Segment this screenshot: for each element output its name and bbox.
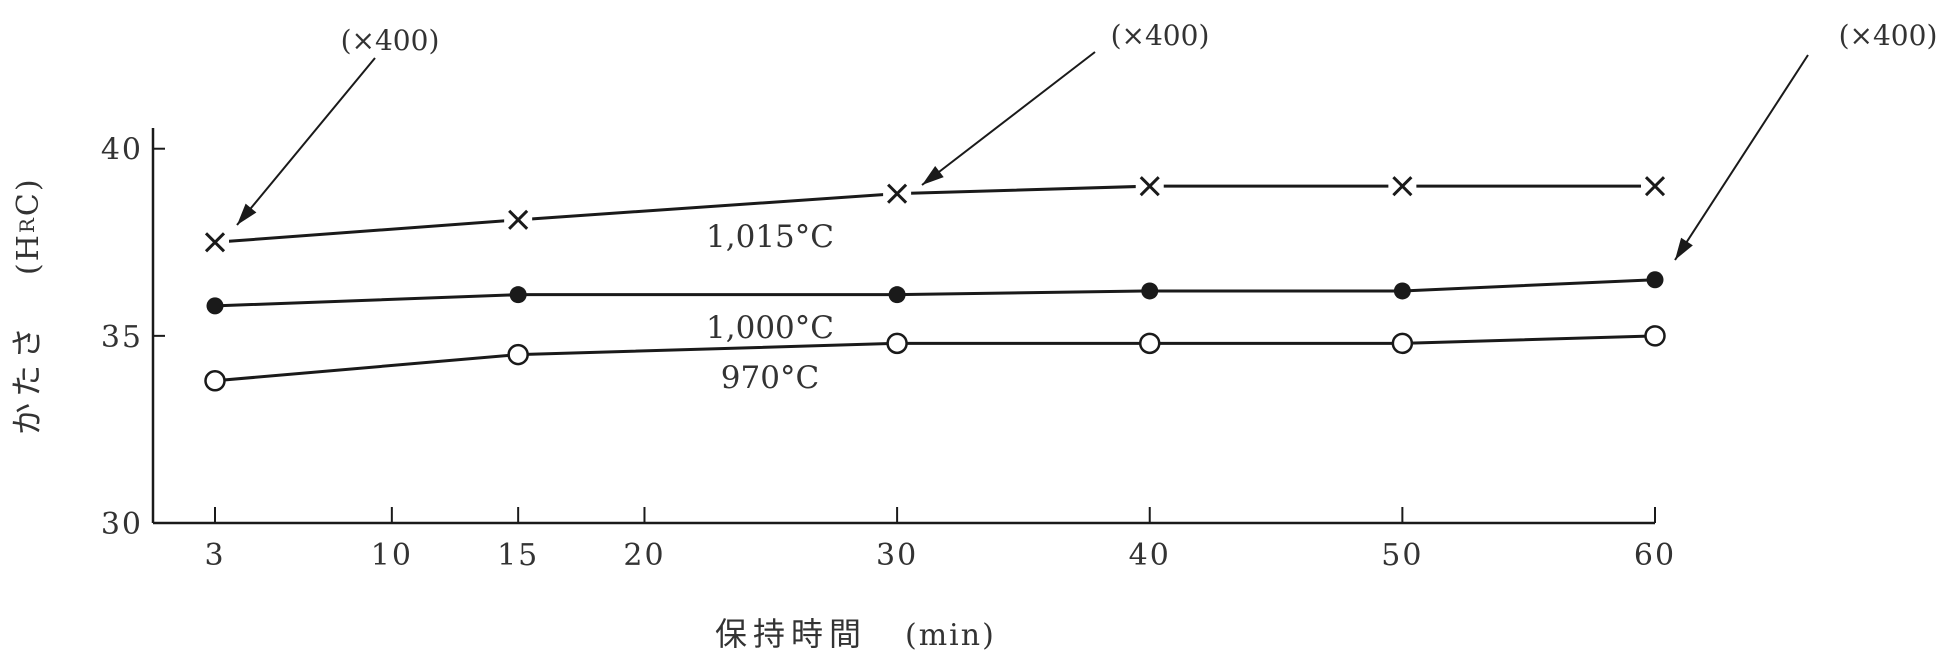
series-0-point-15 xyxy=(504,205,533,234)
annotation-label-0: (×400) xyxy=(341,24,440,57)
annotation-label-2: (×400) xyxy=(1839,19,1938,52)
series-2-point-40 xyxy=(1138,332,1161,355)
y-tick-label-40: 40 xyxy=(101,133,143,168)
y-tick-label-35: 35 xyxy=(101,320,143,355)
series-label-2: 970°C xyxy=(721,360,819,396)
x-tick-label-40: 40 xyxy=(1129,538,1171,573)
series-label-1: 1,000°C xyxy=(706,310,834,346)
x-tick-label-3: 3 xyxy=(204,538,225,573)
y-axis-unit-sub: R xyxy=(15,216,39,233)
annotation-layer: (×400) (×400) (×400) xyxy=(236,19,1938,261)
annotation-arrow-line-2 xyxy=(1674,54,1809,261)
series-1-point-30 xyxy=(888,286,906,304)
series-0-point-40 xyxy=(1135,172,1164,201)
series-0: 1,015°C xyxy=(201,172,1669,257)
series-label-0: 1,015°C xyxy=(706,219,834,255)
x-tick-label-15: 15 xyxy=(497,538,539,573)
y-tick-label-30: 30 xyxy=(101,507,143,542)
annotation-arrow-head-0 xyxy=(237,203,257,225)
y-axis-unit: (HRC) xyxy=(11,177,46,275)
series-1-point-60 xyxy=(1646,271,1664,289)
series-0-point-50 xyxy=(1388,172,1417,201)
x-tick-label-30: 30 xyxy=(876,538,918,573)
y-axis-unit-h: (H xyxy=(11,233,46,275)
series-0-point-15-stroke-b xyxy=(508,209,529,230)
series-0-point-3 xyxy=(201,228,229,257)
series-0-point-40-stroke-b xyxy=(1139,176,1160,197)
series-layer: 1,015°C 1,000°C 970°C xyxy=(201,172,1669,396)
x-tick-label-10: 10 xyxy=(371,538,413,573)
series-2-point-60 xyxy=(1644,325,1666,347)
series-0-point-60-stroke-b xyxy=(1644,176,1666,197)
series-0-point-30-stroke-b xyxy=(887,183,908,204)
x-tick-label-20: 20 xyxy=(623,538,665,573)
y-axis-unit-end: C) xyxy=(11,177,46,216)
series-2: 970°C xyxy=(204,325,1666,396)
axes: 3 10 15 20 30 40 50 60 30 35 40 xyxy=(101,128,1676,573)
series-2-point-15 xyxy=(507,343,529,366)
series-1-point-3 xyxy=(206,297,224,315)
y-axis-title: かたさ xyxy=(8,321,46,435)
annotation-2: (×400) xyxy=(1674,19,1938,261)
series-1: 1,000°C xyxy=(206,271,1664,346)
annotation-1: (×400) xyxy=(921,19,1210,186)
annotation-arrow-line-0 xyxy=(236,57,376,226)
series-0-point-60 xyxy=(1641,172,1669,201)
x-axis-unit: (min) xyxy=(905,618,996,653)
series-2-point-3 xyxy=(204,370,226,392)
annotation-arrow-head-1 xyxy=(922,166,944,185)
series-2-point-50 xyxy=(1391,332,1414,355)
annotation-0: (×400) xyxy=(236,24,440,226)
x-tick-label-60: 60 xyxy=(1634,538,1676,573)
series-line-2 xyxy=(214,334,1656,383)
series-line-0 xyxy=(214,184,1655,244)
annotation-arrow-line-1 xyxy=(921,51,1096,186)
series-2-point-30 xyxy=(886,332,908,355)
series-0-point-3-stroke-b xyxy=(204,232,226,253)
annotation-label-1: (×400) xyxy=(1111,19,1210,52)
series-1-point-15 xyxy=(509,286,527,304)
series-1-point-50 xyxy=(1393,282,1411,300)
series-line-1 xyxy=(214,278,1656,308)
x-axis-title: 保持時間 xyxy=(715,615,867,653)
annotation-arrow-head-2 xyxy=(1675,237,1693,260)
x-tick-label-50: 50 xyxy=(1381,538,1423,573)
series-1-point-40 xyxy=(1141,282,1159,300)
series-0-point-50-stroke-b xyxy=(1392,176,1413,197)
series-0-point-30 xyxy=(883,179,912,208)
